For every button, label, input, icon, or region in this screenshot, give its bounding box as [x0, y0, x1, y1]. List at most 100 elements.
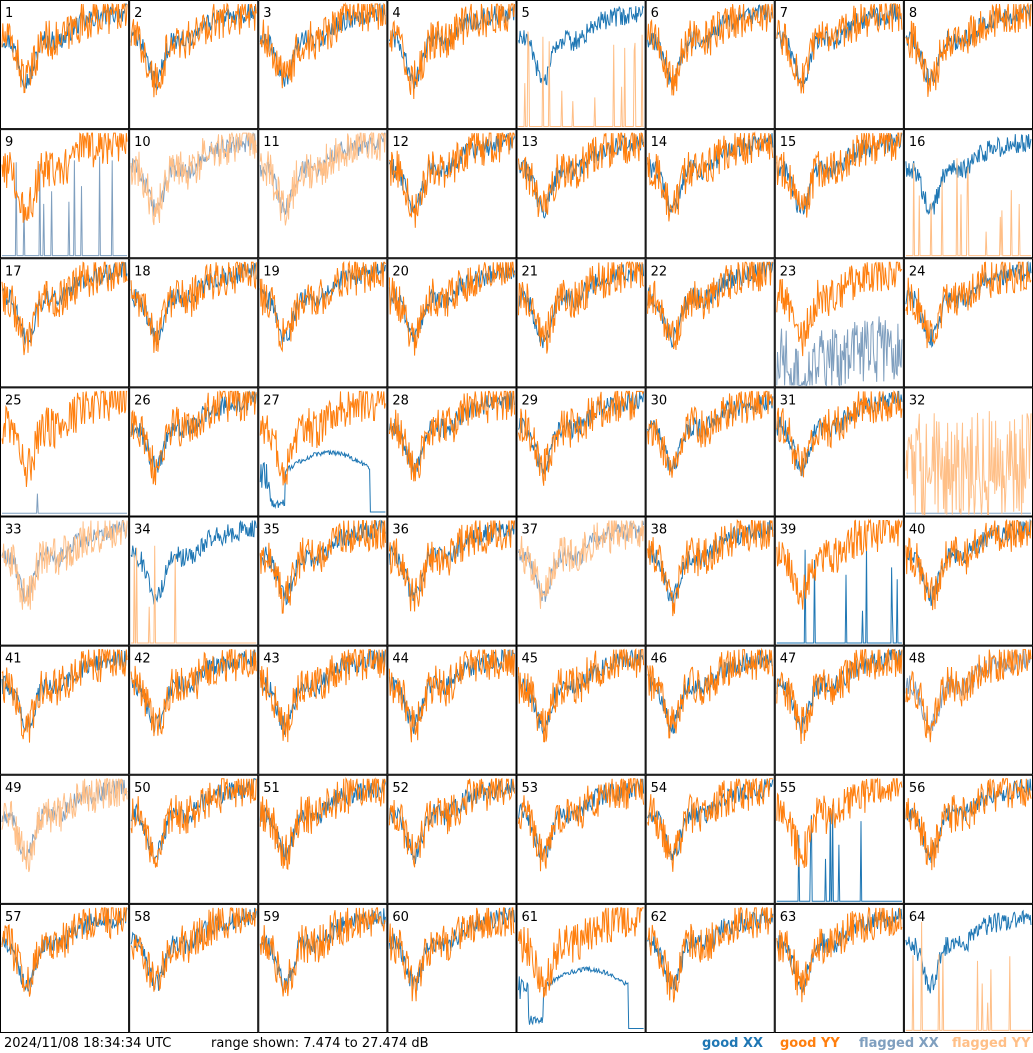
- tile-label: 9: [5, 135, 13, 150]
- series-line-yy: [388, 649, 515, 743]
- tile-panel: 53: [516, 774, 646, 904]
- tile-panel: 29: [516, 387, 646, 517]
- tile-label: 58: [134, 910, 151, 925]
- tile-panel: 35: [258, 516, 388, 646]
- tile-panel: 2: [129, 0, 259, 130]
- tile-label: 38: [651, 523, 668, 538]
- tile-panel: 37: [516, 516, 646, 646]
- tile-label: 8: [909, 6, 917, 21]
- tile-label: 46: [651, 652, 668, 667]
- series-line-yy: [388, 777, 515, 868]
- series-line-yy: [905, 261, 1032, 349]
- tile-panel: 34: [129, 516, 259, 646]
- tile-label: 19: [263, 264, 280, 279]
- series-line-yy: [130, 907, 257, 992]
- tile-panel: 45: [516, 645, 646, 775]
- series-line-yy: [518, 260, 645, 354]
- tile-panel: 15: [774, 129, 904, 259]
- tile-panel: 7: [774, 0, 904, 130]
- tile-label: 12: [392, 135, 409, 150]
- tile-panel: 14: [645, 129, 775, 259]
- series-line-yy: [647, 906, 774, 1003]
- tile-label: 5: [522, 6, 530, 21]
- tile-label: 3: [263, 6, 271, 21]
- series-line-xx: [259, 449, 386, 513]
- series-line-xx: [905, 778, 1032, 863]
- tile-label: 2: [134, 6, 142, 21]
- series-line-xx: [776, 804, 902, 902]
- tile-panel: 16: [903, 129, 1033, 259]
- series-line-xx: [905, 134, 1032, 215]
- tile-label: 51: [263, 781, 280, 796]
- tile-panel: 5: [516, 0, 646, 130]
- tile-panel: 9: [0, 129, 130, 259]
- tile-label: 47: [780, 652, 797, 667]
- tile-label: 43: [263, 652, 280, 667]
- timestamp: 2024/11/08 18:34:34 UTC: [4, 1036, 172, 1051]
- series-line-yy: [776, 390, 903, 478]
- tile-label: 31: [780, 393, 797, 408]
- tile-panel: 4: [387, 0, 517, 130]
- tile-label: 29: [522, 393, 539, 408]
- series-line-yy: [905, 518, 1032, 611]
- tile-label: 35: [263, 523, 280, 538]
- tile-panel: 19: [258, 258, 388, 388]
- series-line-yy: [388, 907, 515, 1002]
- series-line-yy: [647, 3, 774, 96]
- series-line-xx: [2, 156, 128, 257]
- tile-label: 36: [392, 523, 409, 538]
- panel-frame: [645, 516, 775, 646]
- series-line-yy: [1, 648, 128, 743]
- tile-panel: 59: [258, 903, 388, 1033]
- tile-label: 48: [909, 652, 926, 667]
- series-line-yy: [259, 907, 386, 997]
- tile-label: 17: [5, 264, 22, 279]
- tile-panel: 28: [387, 387, 517, 517]
- panel-frame: [774, 387, 904, 517]
- series-line-yy: [518, 648, 645, 743]
- range-text: range shown: 7.474 to 27.474 dB: [211, 1036, 429, 1051]
- legend-flagged-yy: flagged YY: [952, 1036, 1031, 1051]
- tile-panel: 57: [0, 903, 130, 1033]
- tile-panel: 21: [516, 258, 646, 388]
- tile-panel: 62: [645, 903, 775, 1033]
- series-line-xx: [647, 391, 774, 473]
- tile-panel: 50: [129, 774, 259, 904]
- series-line-yy: [130, 261, 257, 353]
- series-line-yy: [776, 906, 903, 1003]
- series-line-yy: [1, 132, 128, 223]
- series-line-yy: [259, 776, 386, 871]
- tile-panel: 23: [774, 258, 904, 388]
- series-line-yy: [518, 907, 644, 998]
- tile-label: 49: [5, 781, 22, 796]
- tile-panel: 30: [645, 387, 775, 517]
- series-line-yy: [647, 131, 774, 222]
- tile-panel: 43: [258, 645, 388, 775]
- tile-label: 42: [134, 652, 151, 667]
- tile-panel: 64: [903, 903, 1033, 1033]
- series-line-yy: [776, 648, 903, 745]
- panel-frame: [258, 129, 388, 259]
- series-line-yy: [518, 520, 645, 609]
- tile-panel: 12: [387, 129, 517, 259]
- series-line-yy: [388, 3, 515, 100]
- series-line-yy: [1, 519, 128, 610]
- series-line-xx: [776, 316, 903, 387]
- tile-panel: 58: [129, 903, 259, 1033]
- series-line-yy: [647, 261, 773, 351]
- series-line-yy: [130, 2, 257, 98]
- tile-panel: 26: [129, 387, 259, 517]
- series-line-xx: [776, 3, 902, 88]
- tile-panel: 32: [903, 387, 1033, 517]
- tile-label: 23: [780, 264, 797, 279]
- series-line-yy: [1, 389, 128, 488]
- series-line-yy: [259, 520, 386, 614]
- tile-label: 16: [909, 135, 926, 150]
- series-line-yy: [388, 390, 515, 482]
- series-line-xx: [518, 5, 644, 87]
- tile-panel: 56: [903, 774, 1033, 904]
- tile-panel: 27: [258, 387, 388, 517]
- tile-label: 30: [651, 393, 668, 408]
- tile-label: 32: [909, 393, 926, 408]
